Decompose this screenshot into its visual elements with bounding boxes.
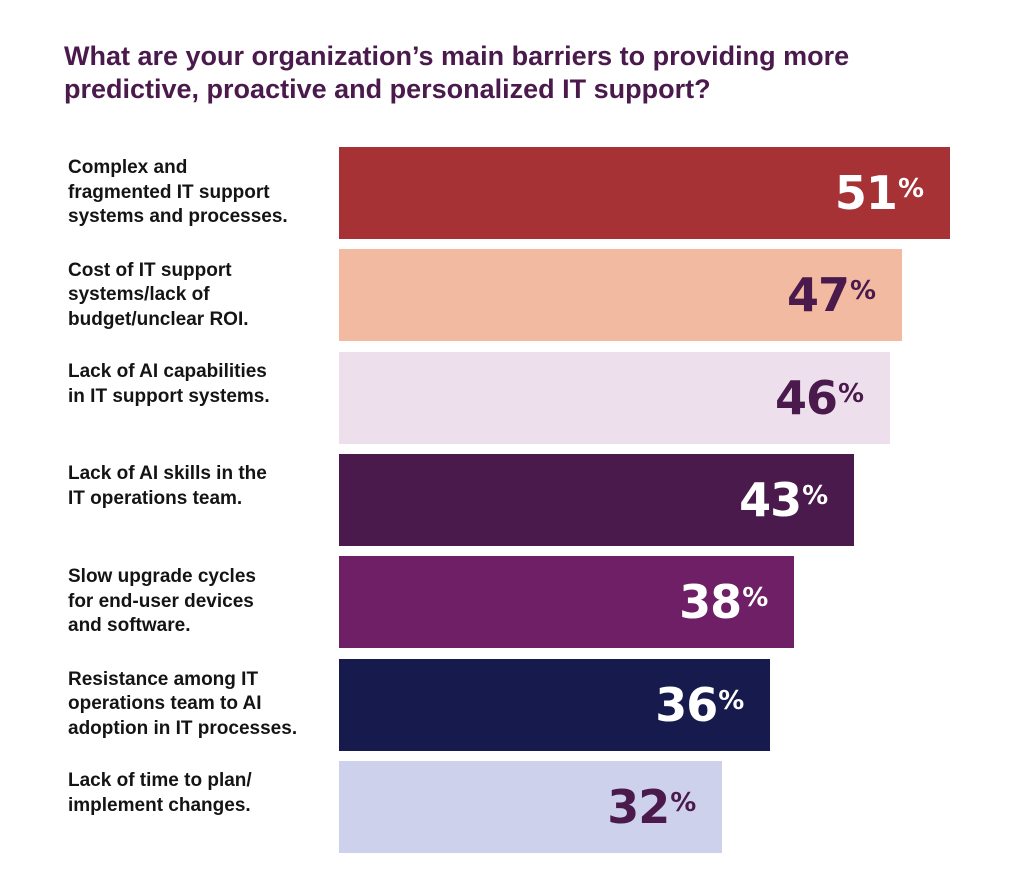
bar: 46% <box>339 351 891 444</box>
chart-title: What are your organization’s main barrie… <box>64 41 850 104</box>
category-label: Cost of IT support systems/lack of budge… <box>68 259 249 330</box>
data-label: 32% <box>607 784 696 830</box>
data-label: 51% <box>835 170 924 216</box>
data-label-value: 46 <box>775 370 838 425</box>
category-label: Resistance among IT operations team to A… <box>68 668 298 739</box>
bar: 38% <box>339 556 795 649</box>
bar: 36% <box>339 658 771 751</box>
data-label-unit: % <box>850 276 877 307</box>
category-label: Complex and fragmented IT support system… <box>68 157 288 228</box>
data-label: 47% <box>787 272 876 318</box>
category-label: Slow upgrade cycles for end-user devices… <box>68 566 256 637</box>
data-label: 36% <box>655 682 744 728</box>
data-label-unit: % <box>718 685 745 716</box>
data-label-value: 32 <box>607 779 670 834</box>
bar: 43% <box>339 453 855 546</box>
category-label: Lack of AI capabilities in IT support sy… <box>68 361 270 407</box>
data-label-unit: % <box>897 174 924 204</box>
category-label: Lack of AI skills in the IT operations t… <box>68 463 267 509</box>
data-label-unit: % <box>802 480 829 511</box>
data-label: 38% <box>679 579 768 625</box>
data-label: 46% <box>775 375 864 421</box>
bar: 32% <box>339 760 723 853</box>
data-label-value: 51 <box>834 166 898 220</box>
data-label-unit: % <box>742 583 769 614</box>
data-label-unit: % <box>838 378 865 409</box>
bar: 47% <box>339 249 903 342</box>
bar: 51% <box>339 147 950 239</box>
data-label-value: 43 <box>739 472 802 527</box>
data-label-value: 38 <box>679 575 742 630</box>
data-label-unit: % <box>670 787 697 818</box>
data-label-value: 36 <box>655 677 718 732</box>
category-label: Lack of time to plan/ implement changes. <box>68 770 252 816</box>
data-label: 43% <box>739 477 828 523</box>
data-label-value: 47 <box>787 268 850 323</box>
